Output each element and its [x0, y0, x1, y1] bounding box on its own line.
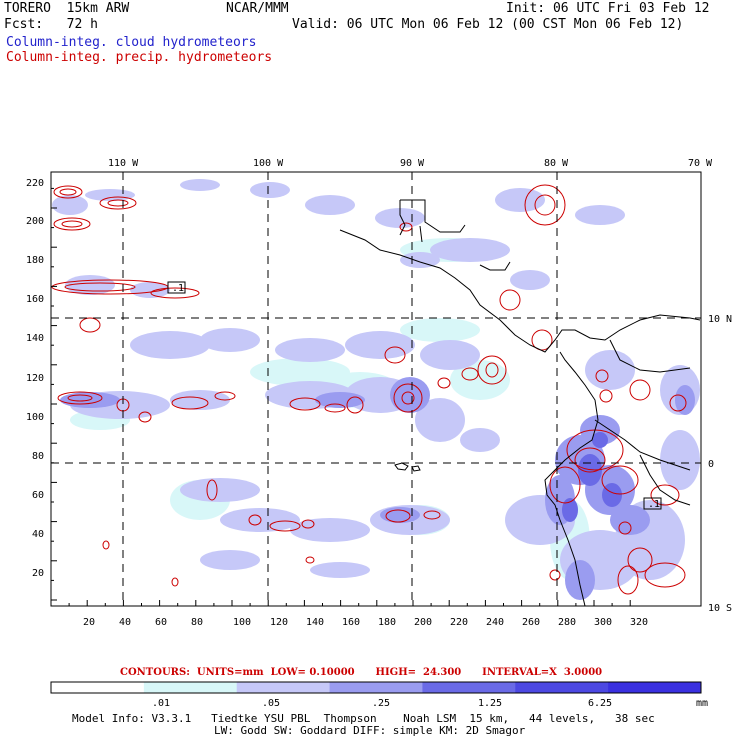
lat-label-0: 0 [708, 459, 714, 470]
model-name: TORERO 15km ARW [4, 1, 130, 16]
lon-label-70w: 70 W [688, 158, 713, 169]
x-tick-label: 260 [522, 617, 540, 628]
y-tick-labels: 220 200 180 160 140 120 100 80 60 40 20 [26, 178, 44, 579]
init-time: Init: 06 UTC Fri 03 Feb 12 [506, 1, 710, 16]
x-tick-label: 180 [378, 617, 396, 628]
lat-label-10s: 10 S [708, 603, 732, 614]
precip-field-title: Column-integ. precip. hydrometeors [6, 50, 273, 65]
x-tick-label: 200 [414, 617, 432, 628]
y-tick-label: 120 [26, 373, 44, 384]
graticule [51, 172, 701, 606]
cloud-hydrometeor-shading [52, 179, 700, 600]
x-tick-label: 140 [306, 617, 324, 628]
box-label-1: .1 [172, 283, 184, 294]
colorbar-label: .25 [372, 698, 391, 709]
lon-label-80w: 80 W [544, 158, 569, 169]
y-tick-label: 140 [26, 333, 44, 344]
colorbar-segment [51, 682, 145, 693]
colorbar-label: .05 [262, 698, 281, 709]
forecast-hour: Fcst: 72 h [4, 17, 98, 32]
map-frame [50, 171, 702, 607]
coastlines [339, 199, 701, 606]
lon-label-100w: 100 W [253, 158, 284, 169]
x-tick-label: 160 [342, 617, 360, 628]
y-tick-label: 200 [26, 216, 44, 227]
x-tick-label: 280 [558, 617, 576, 628]
x-tick-label: 300 [594, 617, 612, 628]
y-tick-label: 180 [26, 255, 44, 266]
colorbar-label: 1.25 [478, 698, 503, 709]
x-tick-labels: 20 40 60 80 100 120 140 160 180 200 220 … [83, 617, 648, 628]
colorbar-label: .01 [152, 698, 171, 709]
model-info-line2: LW: Godd SW: Goddard DIFF: simple KM: 2D… [214, 724, 526, 737]
cloud-field-title: Column-integ. cloud hydrometeors [6, 35, 257, 50]
colorbar-segment [329, 682, 423, 693]
y-tick-label: 100 [26, 412, 44, 423]
colorbar-segment [143, 682, 238, 693]
y-tick-label: 80 [32, 451, 44, 462]
x-tick-label: 100 [233, 617, 251, 628]
lon-label-90w: 90 W [400, 158, 425, 169]
precip-contours [51, 184, 687, 595]
x-tick-label: 240 [486, 617, 504, 628]
organization: NCAR/MMM [226, 1, 289, 16]
y-tick-label: 60 [32, 490, 44, 501]
x-tick-label: 80 [191, 617, 203, 628]
lat-label-10n: 10 N [708, 314, 732, 325]
colorbar [51, 682, 702, 693]
box-label-2: .1 [648, 499, 660, 510]
x-tick-label: 20 [83, 617, 95, 628]
valid-time: Valid: 06 UTC Mon 06 Feb 12 (00 CST Mon … [292, 17, 684, 32]
marker-boxes [167, 281, 662, 510]
model-info-line1: Model Info: V3.3.1 Tiedtke YSU PBL Thomp… [72, 712, 655, 725]
y-tick-label: 40 [32, 529, 44, 540]
x-tick-label: 60 [155, 617, 167, 628]
axis-ticks [50, 187, 631, 606]
lon-label-110w: 110 W [108, 158, 139, 169]
colorbar-unit: mm [696, 698, 709, 709]
colorbar-frame [50, 681, 702, 694]
colorbar-label: 6.25 [588, 698, 613, 709]
colorbar-segment [608, 682, 702, 693]
colorbar-segment [422, 682, 516, 693]
y-tick-label: 160 [26, 294, 44, 305]
x-tick-label: 40 [119, 617, 131, 628]
y-tick-label: 20 [32, 568, 44, 579]
colorbar-segment [515, 682, 609, 693]
x-tick-label: 320 [630, 617, 648, 628]
x-tick-label: 120 [270, 617, 288, 628]
colorbar-segment [236, 682, 331, 693]
y-tick-label: 220 [26, 178, 44, 189]
contour-info: CONTOURS: UNITS=mm LOW= 0.10000 HIGH= 24… [120, 667, 603, 678]
x-tick-label: 220 [450, 617, 468, 628]
